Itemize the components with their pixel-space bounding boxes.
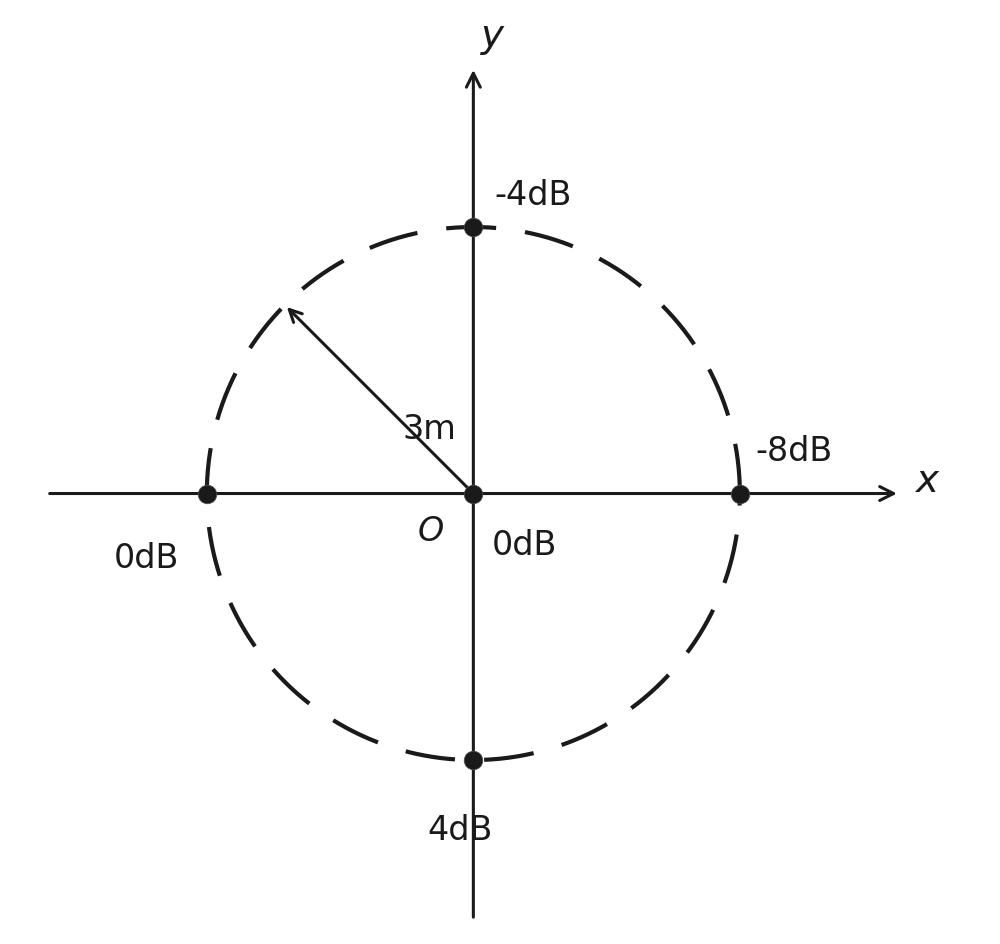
Text: y: y xyxy=(481,17,504,55)
Point xyxy=(199,486,215,501)
Text: 0dB: 0dB xyxy=(114,542,179,575)
Text: 0dB: 0dB xyxy=(492,529,557,562)
Point xyxy=(465,752,481,767)
Point xyxy=(465,486,481,501)
Point xyxy=(465,220,481,235)
Text: x: x xyxy=(916,462,939,499)
Text: 3m: 3m xyxy=(402,413,456,445)
Text: 4dB: 4dB xyxy=(427,814,493,847)
Text: -8dB: -8dB xyxy=(756,434,833,467)
Text: -4dB: -4dB xyxy=(495,178,572,211)
Text: O: O xyxy=(418,514,444,548)
Point xyxy=(732,486,748,501)
